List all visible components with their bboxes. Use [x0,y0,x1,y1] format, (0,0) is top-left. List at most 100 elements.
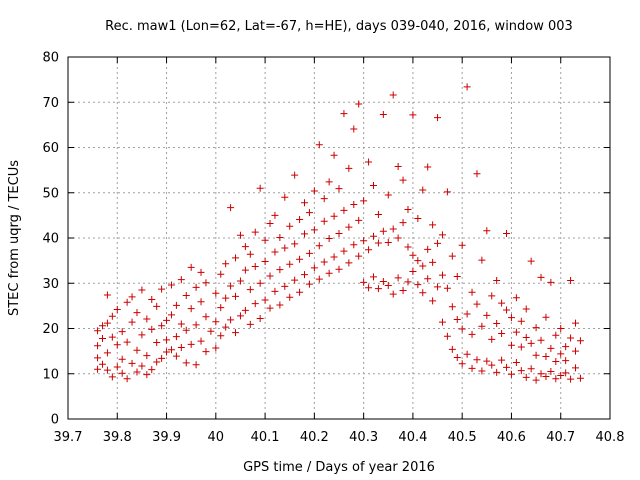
data-point [547,344,555,352]
data-point [315,242,323,250]
data-point [118,328,126,336]
data-point [572,364,580,372]
data-point [207,327,215,335]
data-point [488,361,496,369]
data-point [241,243,249,251]
data-point [562,343,570,351]
data-point [98,334,106,342]
data-point [163,336,171,344]
data-point [251,300,259,308]
plot-frame [67,56,611,420]
data-point [301,199,309,207]
data-point [153,302,161,310]
x-tick-label: 40.8 [596,430,625,445]
data-point [537,336,545,344]
data-point [374,239,382,247]
data-point [458,241,466,249]
data-point [128,359,136,367]
data-point [153,358,161,366]
data-point [419,262,427,270]
data-point [547,278,555,286]
data-point [202,348,210,356]
y-tick-label: 70 [42,96,59,111]
x-tick-label: 40.2 [300,430,329,445]
data-point [350,241,358,249]
y-tick-label: 60 [42,141,59,156]
data-point [182,326,190,334]
data-point [340,247,348,255]
data-point [148,366,156,374]
data-point [167,311,175,319]
data-point [517,317,525,325]
data-point [305,249,313,257]
data-point [212,289,220,297]
data-point [148,325,156,333]
data-point [108,333,116,341]
data-point [399,286,407,294]
data-point [202,313,210,321]
data-point [167,346,175,354]
data-point [404,278,412,286]
data-point [123,375,131,383]
data-point [532,376,540,384]
data-point [286,260,294,268]
data-point [320,195,328,203]
y-tick-label: 80 [42,51,59,66]
data-point [222,323,230,331]
data-point [330,151,338,159]
data-point [118,369,126,377]
data-point [232,254,240,262]
data-point [409,267,417,275]
data-point [320,258,328,266]
data-point [517,343,525,351]
data-point [443,284,451,292]
data-point [118,355,126,363]
data-point [552,375,560,383]
x-tick-labels: 39.7 39.8 39.9 40 40.1 40.2 40.3 40.4 40.5 40.6 40… [54,430,625,445]
data-point [187,305,195,313]
data-point [443,332,451,340]
x-tick-label: 40.3 [349,430,378,445]
data-point [246,286,254,294]
data-point [473,300,481,308]
data-point [172,352,180,360]
data-point [108,312,116,320]
data-point [113,305,121,313]
data-point [429,258,437,266]
data-point [409,251,417,259]
data-point [301,230,309,238]
data-point [522,373,530,381]
x-tick-label: 40.5 [448,430,477,445]
data-point [222,294,230,302]
data-point [98,322,106,330]
data-point [133,346,141,354]
data-point [473,170,481,178]
data-point [325,178,333,186]
data-point [572,319,580,327]
data-point [232,329,240,337]
data-point [557,325,565,332]
data-point [301,271,309,279]
x-tick-label: 39.9 [152,430,181,445]
data-point [291,171,299,179]
data-point [369,232,377,240]
data-point [158,354,166,362]
data-point [448,303,456,311]
data-point [379,227,387,235]
data-point [517,367,525,375]
data-point [542,372,550,380]
data-point [429,221,437,229]
data-point [133,309,141,317]
data-point [379,277,387,285]
data-point [468,330,476,338]
data-point [389,91,397,99]
data-point [399,176,407,184]
y-tick-label: 30 [42,277,59,292]
data-point [315,275,323,283]
data-point [172,301,180,309]
data-point [143,352,151,360]
data-point [503,363,511,371]
data-point [527,257,535,265]
data-point [414,281,422,289]
data-point [266,220,274,228]
